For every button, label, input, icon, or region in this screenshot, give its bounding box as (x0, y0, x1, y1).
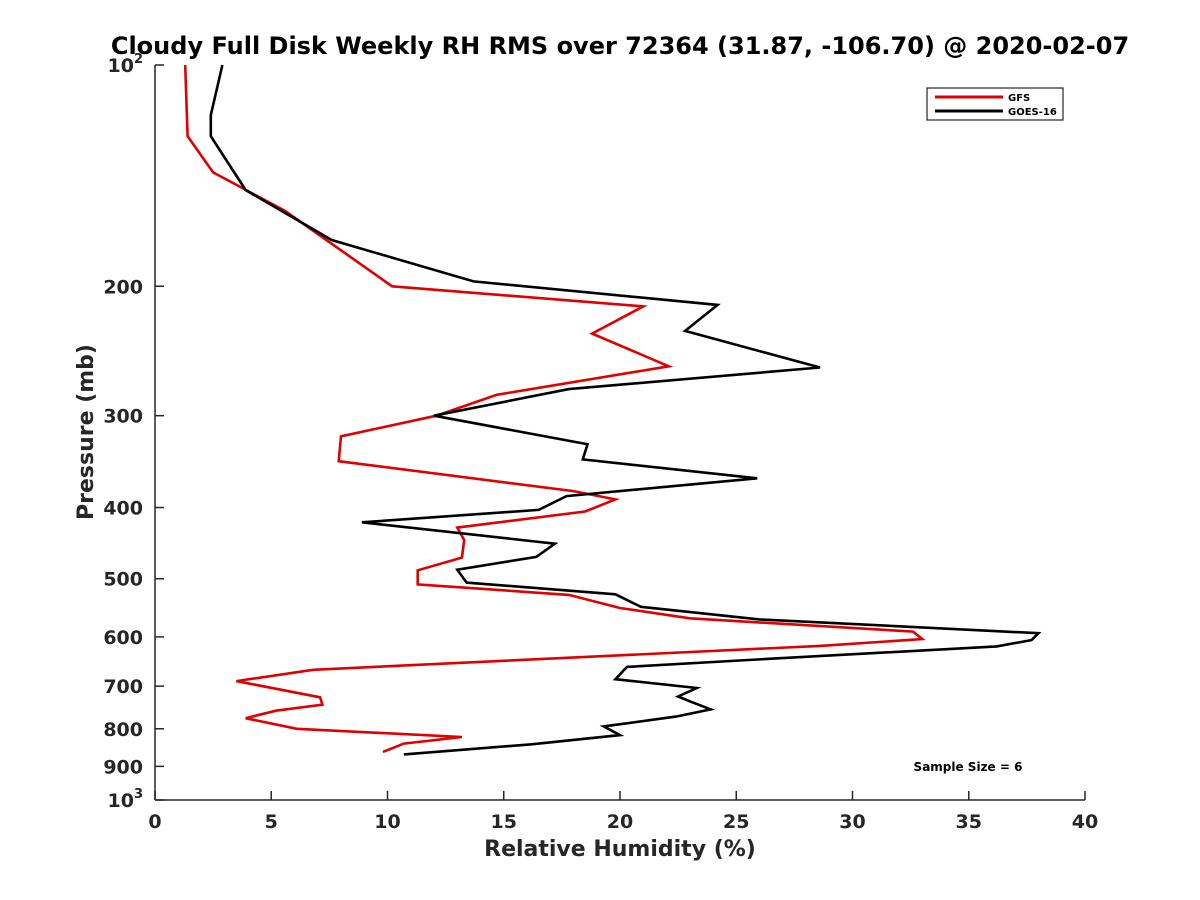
plot-area: 0 5 10 15 20 25 30 35 40 10220030040050060070080… (103, 52, 1098, 833)
y-tick-label: 600 (103, 627, 143, 649)
series-line-gfs (183, 64, 926, 754)
legend-box (926, 87, 1064, 121)
x-tick-label: 0 (148, 811, 161, 833)
x-tick-label: 35 (956, 811, 982, 833)
y-tick-base: 10 (108, 790, 134, 812)
y-tick-base: 10 (108, 55, 134, 77)
y-tick-label: 102 (108, 52, 144, 77)
chart-title: Cloudy Full Disk Weekly RH RMS over 7236… (111, 32, 1129, 60)
series-lines (183, 64, 1042, 756)
chart-legend: GFS GOES-16 (926, 87, 1064, 121)
x-tick-label: 10 (374, 811, 400, 833)
x-tick-label: 30 (839, 811, 865, 833)
y-tick-label: 700 (103, 676, 143, 698)
legend-label-gfs: GFS (1008, 93, 1030, 104)
x-tick-label: 40 (1072, 811, 1098, 833)
x-axis-ticks: 0 5 10 15 20 25 30 35 40 (148, 791, 1098, 833)
y-tick-exponent: 2 (134, 52, 143, 67)
x-axis-label: Relative Humidity (%) (484, 837, 756, 862)
x-tick-label: 5 (265, 811, 278, 833)
sample-size-annotation: Sample Size = 6 (914, 760, 1023, 774)
y-tick-label: 800 (103, 719, 143, 741)
y-tick-label: 500 (103, 569, 143, 591)
y-tick-label: 200 (103, 276, 143, 298)
y-tick-label: 900 (103, 756, 143, 778)
y-tick-label: 400 (103, 498, 143, 520)
y-axis-label: Pressure (mb) (74, 344, 99, 520)
y-tick-exponent: 3 (134, 787, 143, 802)
x-tick-label: 20 (607, 811, 633, 833)
legend-label-goes16: GOES-16 (1008, 107, 1057, 118)
x-tick-label: 15 (491, 811, 517, 833)
y-tick-label: 103 (108, 787, 144, 812)
y-tick-label: 300 (103, 406, 143, 428)
series-line-goes16 (209, 64, 1042, 756)
x-tick-label: 25 (723, 811, 749, 833)
